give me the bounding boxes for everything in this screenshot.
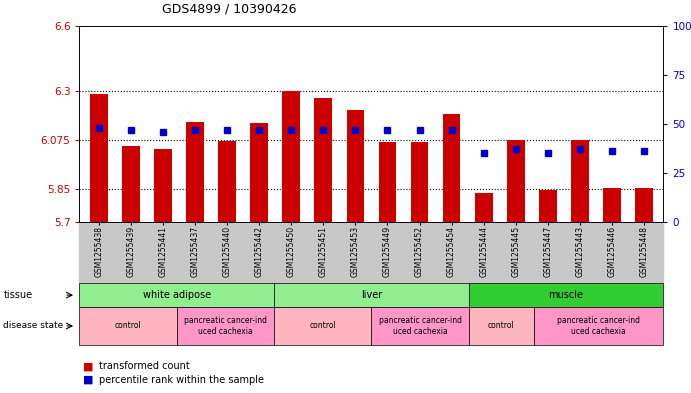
Bar (571, 140, 589, 222)
Bar (90, 94, 108, 222)
Text: GDS4899 / 10390426: GDS4899 / 10390426 (162, 3, 297, 16)
Bar (410, 142, 428, 222)
Text: percentile rank within the sample: percentile rank within the sample (99, 375, 264, 385)
Bar (379, 142, 396, 222)
Text: control: control (488, 321, 515, 331)
Bar (314, 97, 332, 222)
Bar (250, 123, 268, 222)
Text: transformed count: transformed count (99, 361, 189, 371)
Text: control: control (310, 321, 336, 331)
Bar (347, 110, 364, 222)
Text: pancreatic cancer-ind
uced cachexia: pancreatic cancer-ind uced cachexia (184, 316, 267, 336)
Bar (539, 190, 557, 222)
Bar (122, 146, 140, 222)
Bar (635, 188, 653, 222)
Text: white adipose: white adipose (143, 290, 211, 300)
Text: tissue: tissue (3, 290, 32, 300)
Text: pancreatic cancer-ind
uced cachexia: pancreatic cancer-ind uced cachexia (379, 316, 462, 336)
Bar (475, 193, 493, 222)
Bar (507, 140, 524, 222)
Text: muscle: muscle (549, 290, 583, 300)
Text: pancreatic cancer-ind
uced cachexia: pancreatic cancer-ind uced cachexia (557, 316, 640, 336)
Bar (154, 149, 171, 222)
Bar (186, 121, 204, 222)
Text: ■: ■ (83, 375, 93, 385)
Text: liver: liver (361, 290, 382, 300)
Bar (218, 141, 236, 222)
Text: control: control (115, 321, 142, 331)
Text: disease state: disease state (3, 321, 64, 331)
Bar (443, 114, 460, 222)
Bar (283, 91, 300, 222)
Bar (603, 188, 621, 222)
Text: ■: ■ (83, 361, 93, 371)
